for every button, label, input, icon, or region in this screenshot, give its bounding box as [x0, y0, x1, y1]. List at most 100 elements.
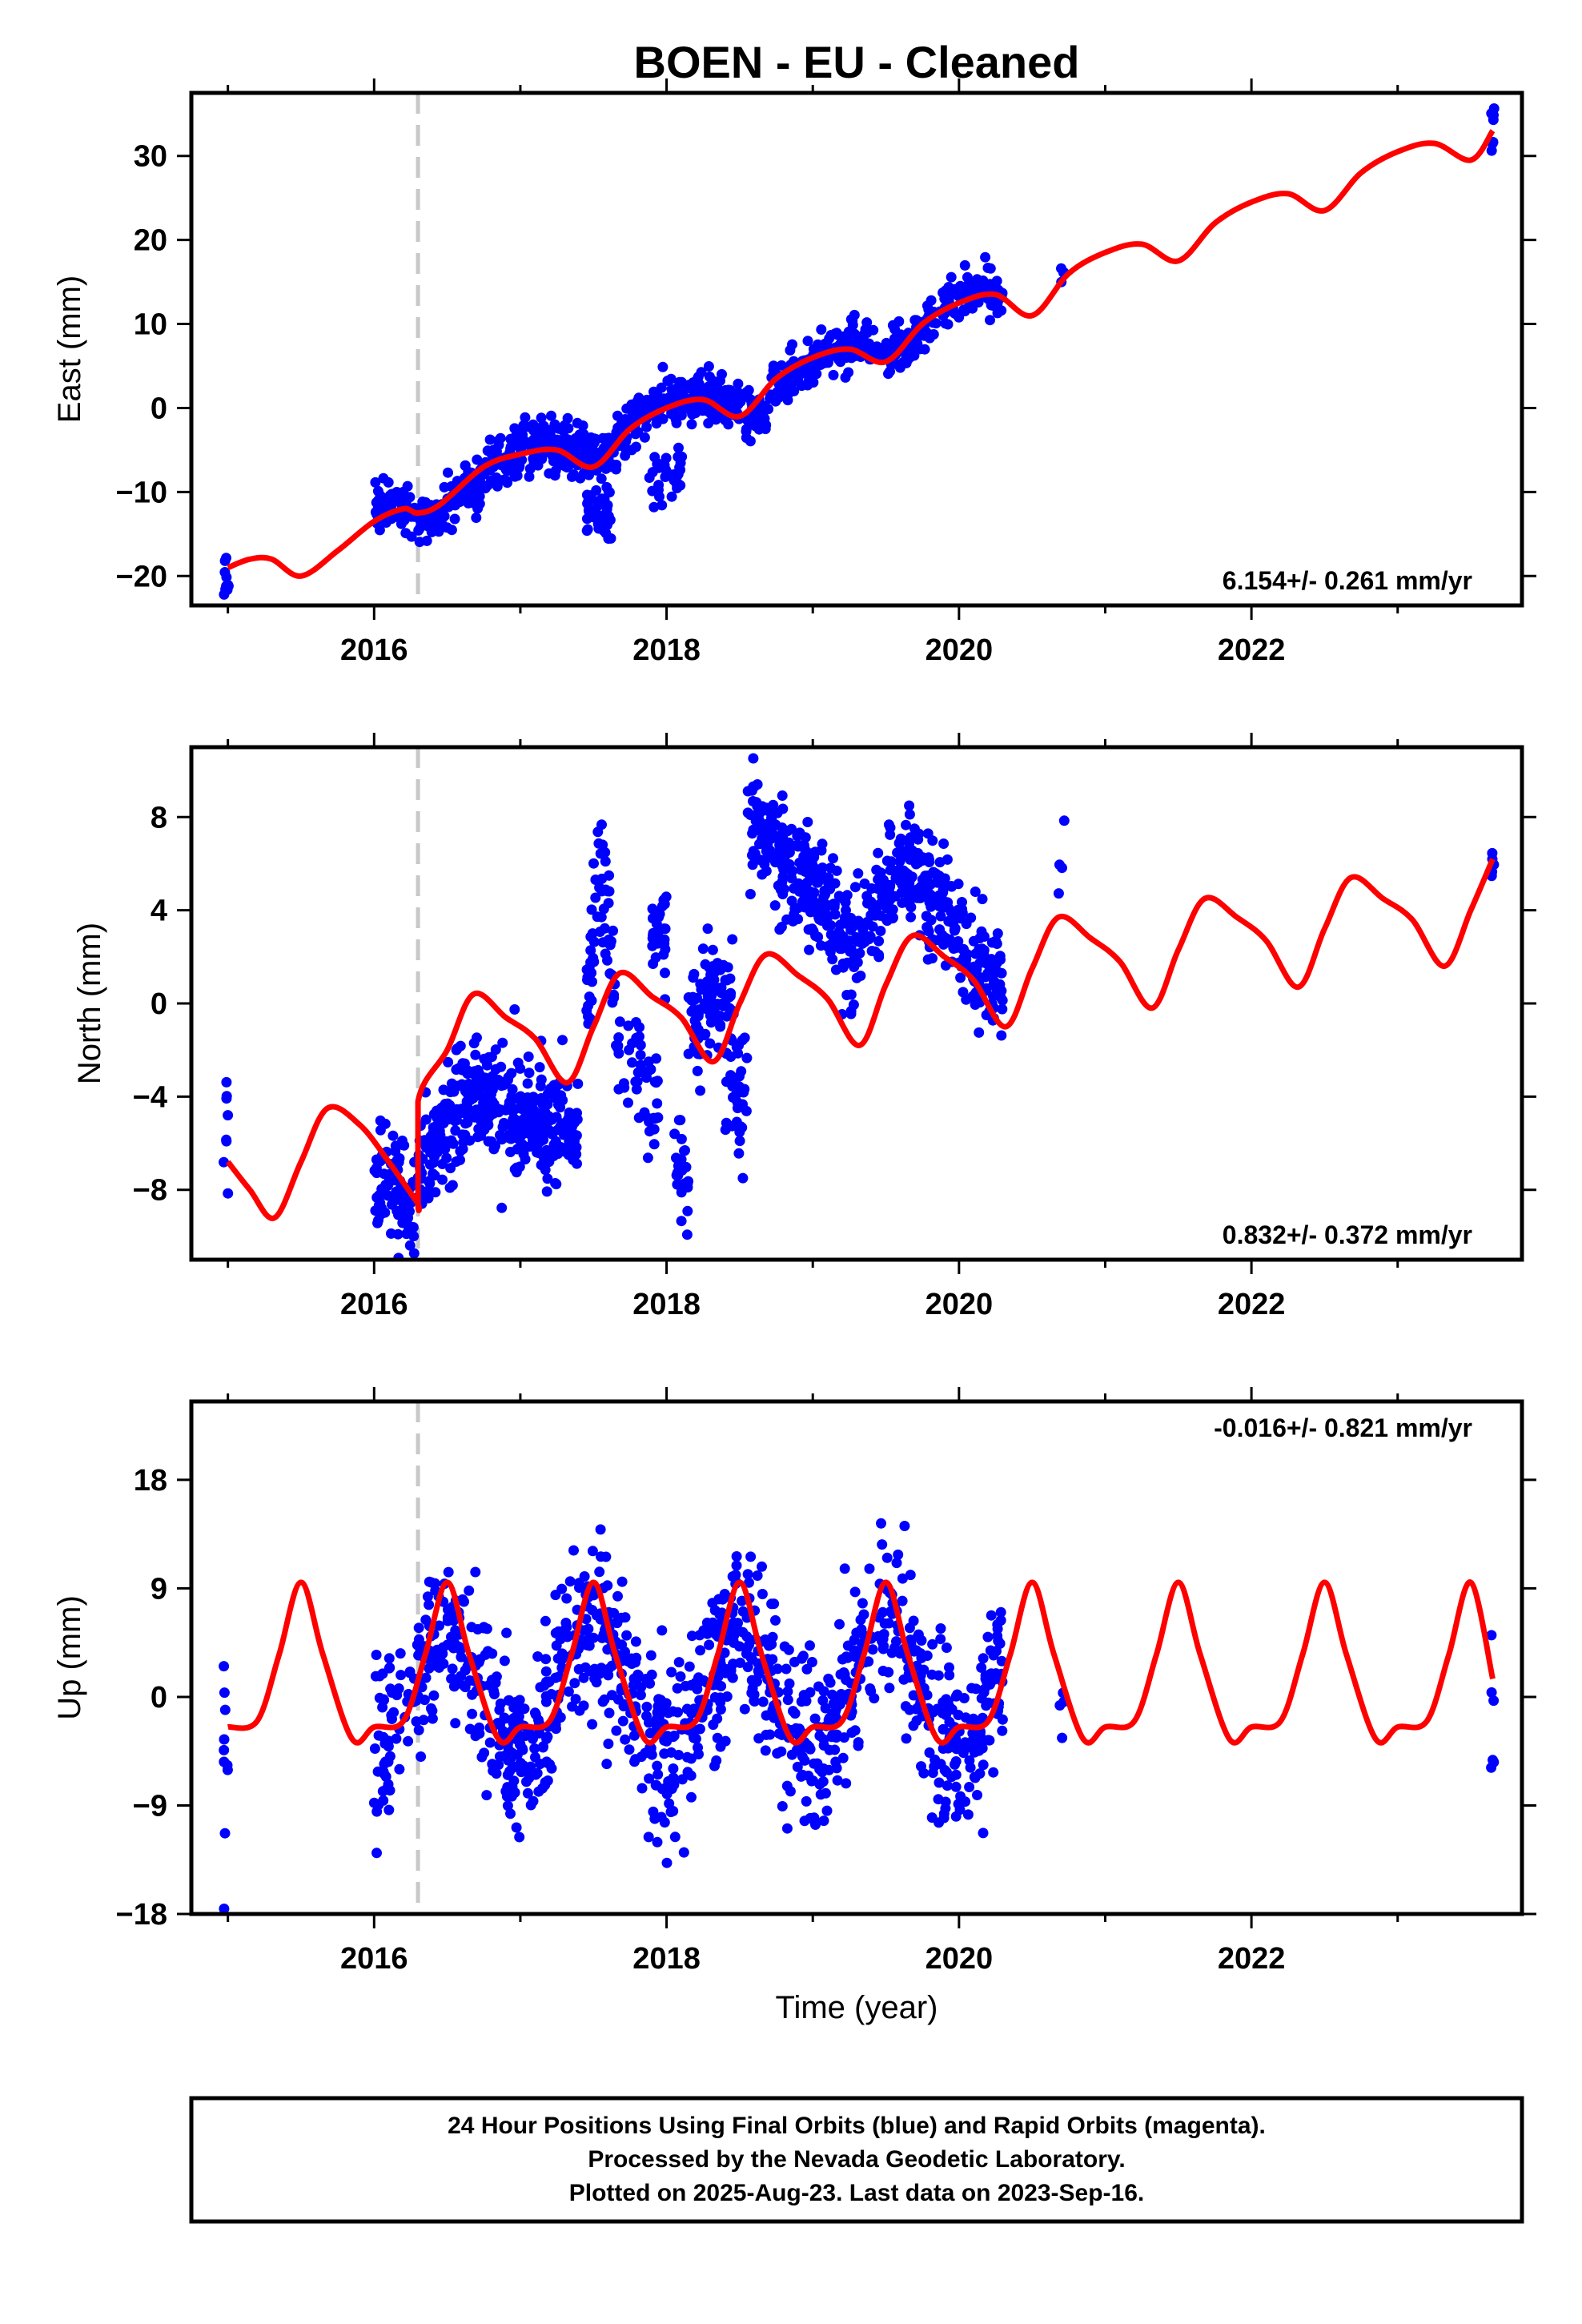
data-point: [971, 964, 982, 975]
data-point: [942, 1780, 953, 1791]
data-point: [742, 807, 753, 818]
data-point: [1057, 862, 1067, 874]
data-point: [710, 389, 721, 400]
data-point: [676, 410, 687, 420]
data-point: [756, 406, 767, 417]
data-point: [532, 1767, 543, 1779]
data-point: [690, 1733, 701, 1744]
data-point: [586, 904, 597, 915]
data-point: [948, 1742, 958, 1753]
data-point: [647, 467, 658, 478]
data-point: [983, 1697, 994, 1708]
data-point: [867, 1644, 878, 1655]
x-tick-label: 2016: [340, 1288, 408, 1321]
north-panel: 2016 2018 2020 2022 −8 −4 0 4 8 North (mm) 0.832+/…: [72, 733, 1536, 1321]
data-point: [997, 1714, 1008, 1725]
data-point: [375, 1124, 386, 1136]
up-panel: 2016 2018 2020 2022 −18 −9 0 9 18 Up (mm) Time (ye…: [52, 1387, 1536, 2025]
data-point: [445, 1087, 456, 1098]
data-point: [395, 1648, 406, 1659]
data-point: [897, 1595, 908, 1606]
data-point: [727, 1080, 738, 1092]
data-point: [701, 405, 713, 416]
data-point: [729, 1630, 740, 1641]
data-point: [639, 1107, 650, 1118]
data-point: [877, 1539, 888, 1550]
data-point: [727, 934, 738, 945]
data-point: [798, 1690, 809, 1701]
data-point: [792, 1761, 803, 1772]
data-point: [901, 1733, 912, 1744]
data-point: [911, 1715, 922, 1727]
data-point: [561, 1593, 572, 1604]
data-point: [481, 1790, 492, 1801]
data-point: [420, 1141, 432, 1152]
data-point: [391, 1205, 403, 1216]
footer-line-3: Plotted on 2025-Aug-23. Last data on 202…: [569, 2180, 1145, 2206]
data-point: [584, 1666, 596, 1677]
data-point: [746, 1675, 757, 1686]
data-point: [541, 1144, 552, 1156]
data-point: [832, 1775, 843, 1786]
data-point: [414, 537, 425, 548]
data-point: [644, 1727, 656, 1739]
data-point: [391, 1690, 403, 1701]
data-point: [709, 1760, 720, 1771]
data-point: [652, 1760, 663, 1771]
y-axis-label: Up (mm): [52, 1595, 87, 1720]
data-point: [950, 1759, 960, 1770]
data-point: [372, 485, 383, 497]
data-point: [370, 1205, 381, 1216]
data-point: [978, 1759, 989, 1771]
data-point: [744, 1577, 754, 1588]
data-point: [801, 1795, 812, 1807]
data-point: [651, 1779, 662, 1791]
data-point: [910, 344, 921, 355]
data-point: [532, 1651, 544, 1662]
data-point: [781, 849, 792, 860]
data-point: [736, 1066, 747, 1077]
data-point: [816, 1763, 827, 1774]
data-point: [974, 1768, 986, 1779]
data-point: [608, 992, 620, 1003]
data-point: [808, 926, 819, 937]
data-point: [877, 891, 888, 902]
data-point: [537, 1099, 548, 1110]
data-point: [1486, 1762, 1497, 1773]
data-point: [720, 996, 731, 1007]
data-point: [564, 1110, 575, 1121]
data-point: [685, 1770, 697, 1781]
data-point: [505, 1808, 516, 1819]
data-point: [572, 1078, 584, 1089]
data-point: [669, 1128, 681, 1140]
data-point: [732, 1096, 743, 1108]
data-point: [933, 1794, 944, 1805]
data-point: [589, 1673, 600, 1684]
data-point: [928, 866, 939, 878]
data-point: [570, 1130, 581, 1141]
data-point: [581, 964, 592, 975]
data-point: [684, 1661, 695, 1672]
data-point: [888, 912, 898, 923]
data-point: [404, 1240, 416, 1251]
data-point: [721, 975, 733, 986]
data-point: [635, 1049, 646, 1060]
data-point: [725, 384, 736, 396]
data-point: [745, 889, 756, 899]
data-point: [584, 469, 595, 480]
data-point: [990, 935, 1002, 947]
data-point: [472, 482, 483, 493]
data-point: [651, 391, 662, 402]
data-point: [383, 1173, 395, 1184]
data-point: [604, 968, 616, 979]
x-tick-label: 2022: [1218, 633, 1286, 667]
y-tick-label: −10: [116, 476, 167, 509]
data-point: [793, 1745, 805, 1756]
data-point: [617, 1715, 628, 1727]
data-point: [981, 1675, 992, 1687]
data-point: [495, 1076, 506, 1088]
data-point: [383, 1653, 395, 1664]
data-point: [802, 817, 813, 827]
data-point: [550, 1590, 561, 1601]
data-point: [381, 501, 392, 513]
